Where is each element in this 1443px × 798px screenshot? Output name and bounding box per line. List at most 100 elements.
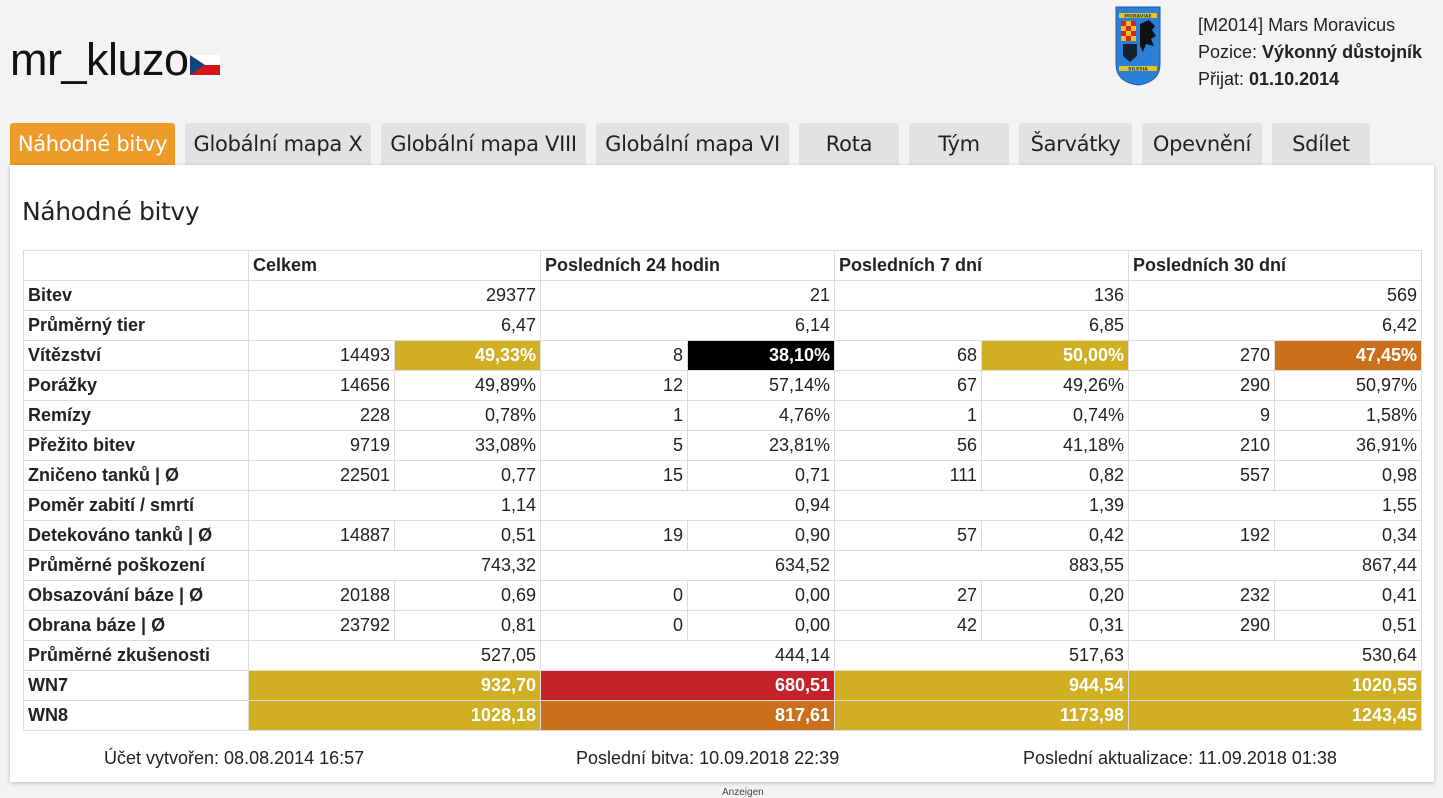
clan-tag: M2014: [1203, 15, 1259, 35]
stats-table: Celkem Posledních 24 hodin Posledních 7 …: [23, 250, 1422, 731]
tab-company[interactable]: Rota: [799, 123, 899, 165]
header-last-24h: Posledních 24 hodin: [540, 250, 835, 281]
ads-label: Anzeigen: [722, 787, 764, 798]
cell-rating: 817,61: [540, 700, 835, 731]
tab-random-battles[interactable]: Náhodné bitvy: [10, 123, 175, 165]
cell-count: 0: [540, 580, 688, 611]
clan-logo-text-top: MORAVIAE: [1124, 13, 1151, 19]
table-row: Přežito bitev 9719 33,08% 5 23,81% 56 41,18% 21…: [23, 430, 1422, 461]
cell-rate: 23,81%: [687, 430, 835, 461]
last-update: Poslední aktualizace: 11.09.2018 01:38: [1023, 748, 1337, 768]
cell-value: 1,39: [834, 490, 1129, 521]
cell-rate: 0,51: [1274, 610, 1422, 641]
cell-count: 22501: [248, 460, 395, 491]
cell-value: 1,55: [1128, 490, 1422, 521]
cell-rate: 0,82: [981, 460, 1129, 491]
row-label: Detekováno tanků | Ø: [23, 520, 249, 551]
cell-rate: 0,41: [1274, 580, 1422, 611]
cell-value: 21: [540, 280, 835, 311]
header-total: Celkem: [248, 250, 541, 281]
tab-skirmishes[interactable]: Šarvátky: [1019, 123, 1132, 165]
clan-name: Mars Moravicus: [1268, 15, 1396, 35]
cell-rate: 1,58%: [1274, 400, 1422, 431]
cell-rate: 49,89%: [394, 370, 541, 401]
cell-count: 0: [540, 610, 688, 641]
cell-value: 883,55: [834, 550, 1129, 581]
cell-count: 27: [834, 580, 982, 611]
tab-share[interactable]: Sdílet: [1272, 123, 1370, 165]
account-created: Účet vytvořen: 08.08.2014 16:57: [104, 748, 365, 768]
row-label: Poměr zabití / smrtí: [23, 490, 249, 521]
cell-rate: 0,77: [394, 460, 541, 491]
cell-rating: 1020,55: [1128, 670, 1422, 701]
table-header-row: Celkem Posledních 24 hodin Posledních 7 …: [23, 250, 1422, 281]
cell-value: 6,47: [248, 310, 541, 341]
cell-value: 517,63: [834, 640, 1129, 671]
stats-panel: Náhodné bitvy Celkem Posledních 24 hodin…: [10, 165, 1434, 782]
cell-count: 290: [1128, 370, 1275, 401]
cell-count: 5: [540, 430, 688, 461]
table-row: WN8 1028,18 817,61 1173,98 1243,45: [23, 700, 1422, 731]
cell-count: 1: [834, 400, 982, 431]
tab-global-map-viii[interactable]: Globální mapa VIII: [381, 123, 586, 165]
row-label: Přežito bitev: [23, 430, 249, 461]
clan-joined: Přijat: 01.10.2014: [1198, 66, 1422, 93]
table-row: Bitev 29377 21 136 569: [23, 280, 1422, 311]
clan-logo[interactable]: MORAVIAE SILESIA: [1115, 6, 1161, 86]
cell-rating: 680,51: [540, 670, 835, 701]
cell-count: 111: [834, 460, 982, 491]
row-label: Zničeno tanků | Ø: [23, 460, 249, 491]
tab-global-map-x[interactable]: Globální mapa X: [185, 123, 371, 165]
cell-count: 192: [1128, 520, 1275, 551]
header-label-col: [23, 250, 249, 281]
clan-info: [M2014] Mars Moravicus Pozice: Výkonný d…: [1198, 12, 1422, 93]
clan-logo-text-bottom: SILESIA: [1128, 66, 1148, 72]
cell-rate: 4,76%: [687, 400, 835, 431]
table-row: Detekováno tanků | Ø 14887 0,51 19 0,90 57 0,4…: [23, 520, 1422, 551]
cell-value: 0,94: [540, 490, 835, 521]
table-row: Průměrné zkušenosti 527,05 444,14 517,63 530…: [23, 640, 1422, 671]
cell-count: 15: [540, 460, 688, 491]
cell-rating: 1028,18: [248, 700, 541, 731]
table-row: Obrana báze | Ø 23792 0,81 0 0,00 42 0,31 290 0,…: [23, 610, 1422, 641]
row-label: Vítězství: [23, 340, 249, 371]
cell-rate: 47,45%: [1274, 340, 1422, 371]
clan-joined-label: Přijat:: [1198, 69, 1245, 89]
cell-rate: 0,00: [687, 610, 835, 641]
row-label: Průměrný tier: [23, 310, 249, 341]
cell-rate: 0,20: [981, 580, 1129, 611]
cell-rate: 0,74%: [981, 400, 1129, 431]
tab-global-map-vi[interactable]: Globální mapa VI: [596, 123, 789, 165]
cell-count: 290: [1128, 610, 1275, 641]
cell-rate: 0,81: [394, 610, 541, 641]
cell-value: 530,64: [1128, 640, 1422, 671]
table-row: Průměrný tier 6,47 6,14 6,85 6,42: [23, 310, 1422, 341]
row-label: WN7: [23, 670, 249, 701]
tab-stronghold[interactable]: Opevnění: [1142, 123, 1262, 165]
row-label: Bitev: [23, 280, 249, 311]
cell-value: 444,14: [540, 640, 835, 671]
cell-value: 634,52: [540, 550, 835, 581]
cell-rating: 944,54: [834, 670, 1129, 701]
cell-value: 6,85: [834, 310, 1129, 341]
cell-rate: 0,90: [687, 520, 835, 551]
cell-count: 14493: [248, 340, 395, 371]
cell-rating: 1243,45: [1128, 700, 1422, 731]
table-row: Průměrné poškození 743,32 634,52 883,55 867,…: [23, 550, 1422, 581]
cell-count: 270: [1128, 340, 1275, 371]
cell-rate: 0,78%: [394, 400, 541, 431]
cell-rate: 33,08%: [394, 430, 541, 461]
cell-rate: 0,31: [981, 610, 1129, 641]
table-row: Poměr zabití / smrtí 1,14 0,94 1,39 1,55: [23, 490, 1422, 521]
clan-position-label: Pozice:: [1198, 42, 1258, 62]
row-label: Průměrné poškození: [23, 550, 249, 581]
cell-count: 23792: [248, 610, 395, 641]
clan-title[interactable]: [M2014] Mars Moravicus: [1198, 15, 1396, 35]
cell-count: 14656: [248, 370, 395, 401]
table-row: Porážky 14656 49,89% 12 57,14% 67 49,26% 290 50,…: [23, 370, 1422, 401]
player-name: mr_kluzo: [10, 34, 189, 85]
cell-count: 57: [834, 520, 982, 551]
row-label: Obrana báze | Ø: [23, 610, 249, 641]
last-battle: Poslední bitva: 10.09.2018 22:39: [576, 748, 840, 768]
tab-team[interactable]: Tým: [909, 123, 1009, 165]
